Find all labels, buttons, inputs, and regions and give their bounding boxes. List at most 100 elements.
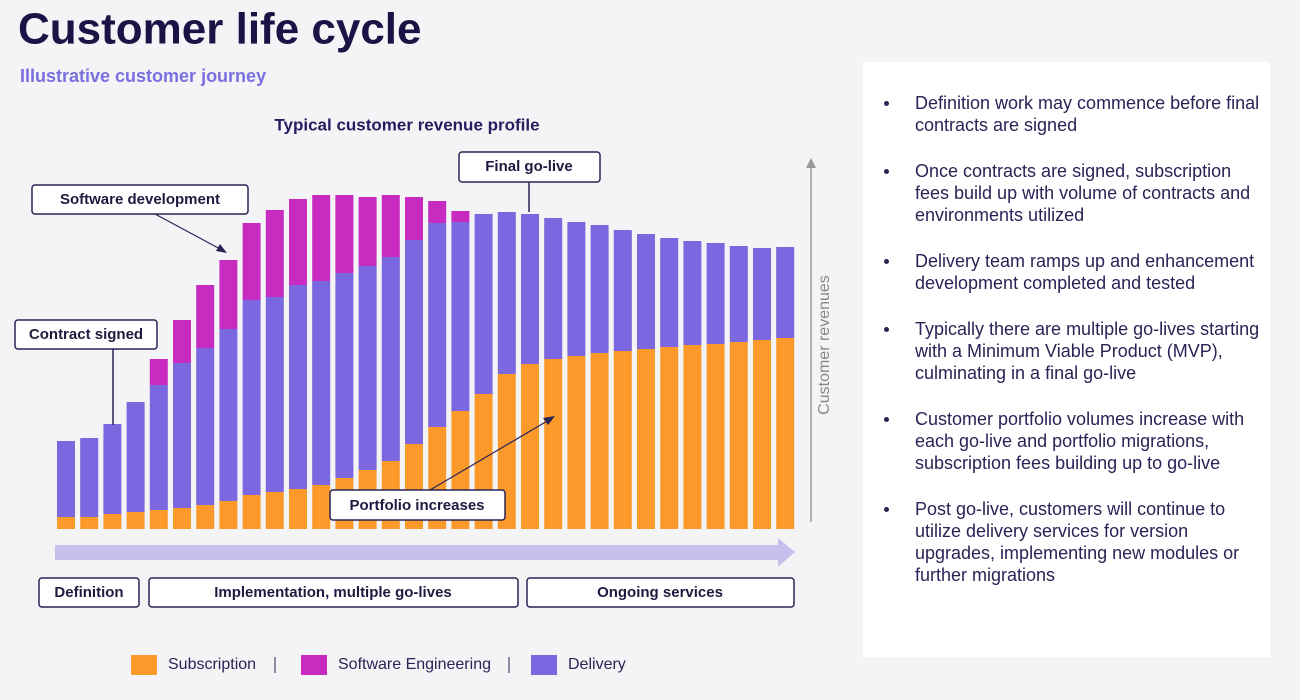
callout-arrow bbox=[154, 213, 223, 251]
legend-swatch bbox=[531, 655, 557, 675]
note: Once contracts are signed, subscription … bbox=[863, 160, 1260, 226]
callout-box bbox=[329, 489, 506, 521]
bar-segment bbox=[683, 241, 702, 345]
bar-segment bbox=[474, 214, 493, 394]
bar-segment bbox=[660, 347, 679, 529]
bar-segment bbox=[521, 364, 539, 529]
bar-segment bbox=[219, 501, 238, 529]
bar-segment bbox=[683, 345, 702, 529]
bar-segment bbox=[173, 363, 191, 508]
timeline-arrowhead bbox=[778, 538, 795, 567]
bars bbox=[57, 195, 795, 529]
note: Customer portfolio volumes increase with… bbox=[863, 408, 1260, 474]
bar-segment bbox=[57, 441, 75, 517]
bar-segment bbox=[358, 266, 377, 470]
bar-segment bbox=[405, 197, 423, 240]
phase-label: Definition bbox=[54, 584, 123, 601]
bar-segment bbox=[753, 248, 771, 340]
callout-arrow bbox=[429, 419, 550, 491]
note: Delivery team ramps up and enhancement d… bbox=[863, 250, 1260, 294]
bar-segment bbox=[196, 348, 215, 505]
bar-segment bbox=[358, 197, 377, 266]
bar-segment bbox=[312, 195, 331, 281]
callout-box bbox=[14, 319, 158, 350]
y-axis-arrow bbox=[806, 158, 816, 168]
phase-box bbox=[38, 577, 140, 608]
bar-segment bbox=[196, 505, 215, 529]
bar-segment bbox=[173, 320, 191, 363]
legend-swatch bbox=[131, 655, 157, 675]
bar-segment bbox=[590, 225, 609, 353]
bar-segment bbox=[544, 359, 563, 529]
callout-text: Software development bbox=[60, 191, 220, 208]
note: Post go-live, customers will continue to… bbox=[863, 498, 1260, 586]
bar-segment bbox=[289, 285, 307, 489]
bar-segment bbox=[149, 359, 168, 385]
bar-segment bbox=[613, 230, 632, 351]
bar-segment bbox=[428, 201, 447, 223]
bar-segment bbox=[567, 356, 586, 529]
arrowhead bbox=[543, 416, 555, 425]
bar-segment bbox=[729, 246, 748, 342]
bar-segment bbox=[428, 223, 447, 427]
bar-segment bbox=[219, 329, 238, 501]
bar-segment bbox=[753, 340, 771, 529]
bar-segment bbox=[126, 402, 145, 512]
bar-segment bbox=[637, 234, 655, 349]
bar-segment bbox=[776, 338, 795, 529]
timeline-bar bbox=[55, 545, 780, 560]
phase-box bbox=[526, 577, 795, 608]
bar-segment bbox=[149, 385, 168, 510]
bar-segment bbox=[497, 212, 516, 374]
phase-label: Ongoing services bbox=[597, 584, 723, 601]
chart-title: Typical customer revenue profile bbox=[274, 115, 539, 134]
legend-label: Software Engineering bbox=[338, 656, 491, 673]
bar-segment bbox=[521, 214, 539, 364]
bar-segment bbox=[149, 510, 168, 529]
bar-segment bbox=[590, 353, 609, 529]
bar-segment bbox=[729, 342, 748, 529]
legend-label: Delivery bbox=[568, 656, 626, 673]
y-axis-label: Customer revenues bbox=[816, 275, 833, 415]
bar-segment bbox=[706, 344, 725, 529]
bar-segment bbox=[312, 485, 331, 529]
bar-segment bbox=[103, 514, 122, 529]
bar-segment bbox=[451, 211, 470, 222]
bar-segment bbox=[126, 512, 145, 529]
bar-segment bbox=[289, 489, 307, 529]
legend: Subscription Software Engineering Delivery bbox=[131, 655, 626, 675]
bar-segment bbox=[613, 351, 632, 529]
arrowhead bbox=[216, 244, 227, 253]
callout-box bbox=[458, 151, 601, 183]
bar-segment bbox=[265, 492, 284, 529]
bar-segment bbox=[57, 517, 75, 529]
callout-text: Portfolio increases bbox=[349, 497, 484, 514]
bar-segment bbox=[451, 222, 470, 411]
callout-box bbox=[31, 184, 249, 215]
bar-segment bbox=[80, 517, 99, 529]
bar-segment bbox=[196, 285, 215, 348]
bar-segment bbox=[776, 247, 795, 338]
bar-segment bbox=[242, 300, 261, 495]
page-subtitle: Illustrative customer journey bbox=[20, 66, 266, 86]
note: Definition work may commence before fina… bbox=[863, 92, 1260, 136]
bar-segment bbox=[80, 438, 99, 517]
bar-segment bbox=[335, 195, 354, 273]
legend-label: Subscription bbox=[168, 656, 256, 673]
bar-segment bbox=[381, 195, 400, 257]
bar-segment bbox=[567, 222, 586, 356]
notes-panel: Definition work may commence before fina… bbox=[863, 62, 1270, 657]
bar-segment bbox=[289, 199, 307, 285]
bar-segment bbox=[660, 238, 679, 347]
bar-segment bbox=[103, 424, 122, 514]
page-title: Customer life cycle bbox=[18, 5, 422, 54]
bar-segment bbox=[219, 260, 238, 329]
bar-segment bbox=[706, 243, 725, 344]
note: Typically there are multiple go-lives st… bbox=[863, 318, 1260, 384]
notes-list: Definition work may commence before fina… bbox=[863, 62, 1270, 586]
phase-label: Implementation, multiple go-lives bbox=[214, 584, 452, 601]
bar-segment bbox=[242, 223, 261, 300]
callout-text: Contract signed bbox=[29, 326, 143, 343]
bar-segment bbox=[405, 240, 423, 444]
